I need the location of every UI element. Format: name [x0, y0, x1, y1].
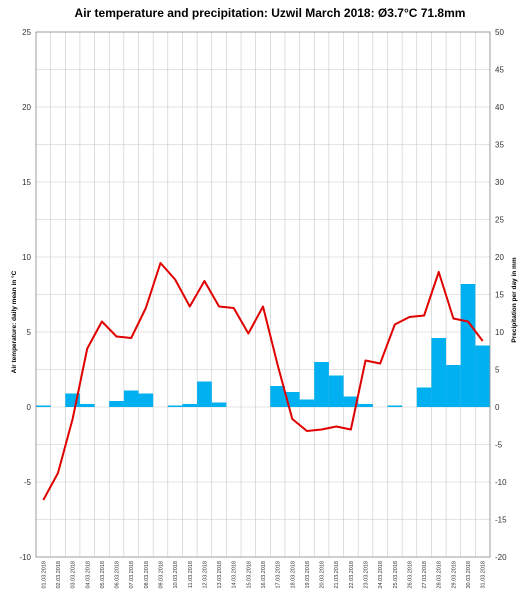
x-tick-label: 12.03.2018 — [202, 561, 208, 589]
left-tick-label: 15 — [22, 178, 31, 187]
x-tick-label: 25.03.2018 — [393, 561, 399, 589]
precipitation-bar — [182, 404, 198, 407]
x-tick-label: 14.03.2018 — [232, 561, 238, 589]
right-axis-label: Precipitation per day in mm — [511, 257, 518, 342]
right-tick-label: 40 — [495, 103, 504, 112]
left-tick-label: 0 — [27, 403, 32, 412]
right-tick-label: 30 — [495, 178, 504, 187]
right-tick-label: -10 — [495, 478, 507, 487]
precipitation-bar — [475, 345, 490, 407]
precipitation-bar — [79, 404, 95, 407]
precipitation-bar — [358, 404, 373, 407]
right-axis-ticks: -20 -15 -10 -5 0 5 10 15 20 25 30 35 40 45 50 — [495, 28, 507, 562]
x-tick-label: 15.03.2018 — [246, 561, 252, 589]
x-tick-label: 22.03.2018 — [349, 561, 355, 589]
right-tick-label: 15 — [495, 291, 504, 300]
precipitation-bar — [387, 405, 403, 407]
x-tick-label: 20.03.2018 — [320, 561, 326, 589]
left-tick-label: 25 — [22, 28, 31, 37]
x-tick-label: 29.03.2018 — [451, 561, 457, 589]
x-tick-label: 08.03.2018 — [144, 561, 150, 589]
x-tick-label: 06.03.2018 — [115, 561, 121, 589]
x-tick-label: 21.03.2018 — [334, 561, 340, 589]
x-tick-label: 30.03.2018 — [466, 561, 472, 589]
right-tick-label: -20 — [495, 553, 507, 562]
precipitation-bar — [167, 405, 183, 407]
x-tick-label: 19.03.2018 — [305, 561, 311, 589]
precipitation-bar — [197, 381, 212, 407]
x-tick-label: 09.03.2018 — [158, 561, 164, 589]
plot-border — [35, 31, 491, 558]
right-tick-label: 50 — [495, 28, 504, 37]
temperature-line — [42, 262, 484, 501]
gridlines — [35, 31, 491, 558]
x-tick-label: 13.03.2018 — [217, 561, 223, 589]
precipitation-bar — [270, 386, 285, 407]
precipitation-bar — [109, 401, 124, 407]
precipitation-bar — [211, 402, 227, 407]
x-tick-label: 04.03.2018 — [85, 561, 91, 589]
left-tick-label: 10 — [22, 253, 31, 262]
x-tick-label: 10.03.2018 — [173, 561, 179, 589]
precipitation-bar — [123, 390, 139, 407]
x-axis-ticks: 01.03.2018 02.03.2018 03.03.2018 04.03.2018… — [41, 561, 486, 589]
chart-title: Air temperature and precipitation: Uzwil… — [75, 6, 466, 20]
left-tick-label: -5 — [24, 478, 32, 487]
precipitation-bar — [328, 375, 344, 407]
left-axis-label: Air temperature: daily mean in °C — [10, 270, 18, 373]
right-tick-label: 35 — [495, 141, 504, 150]
right-tick-label: 5 — [495, 366, 500, 375]
x-tick-label: 27.03.2018 — [422, 561, 428, 589]
precipitation-bar — [36, 405, 51, 407]
precipitation-bar — [416, 387, 432, 407]
right-tick-label: 45 — [495, 66, 504, 75]
right-tick-label: 25 — [495, 216, 504, 225]
x-tick-label: 24.03.2018 — [378, 561, 384, 589]
plot-frame — [35, 31, 491, 558]
precipitation-bar — [460, 284, 476, 407]
x-tick-label: 02.03.2018 — [56, 561, 62, 589]
x-tick-label: 23.03.2018 — [364, 561, 370, 589]
x-tick-label: 16.03.2018 — [261, 561, 267, 589]
precipitation-bars — [36, 284, 490, 407]
precipitation-bar — [446, 365, 461, 407]
left-tick-label: 5 — [27, 328, 32, 337]
x-tick-label: 17.03.2018 — [276, 561, 282, 589]
x-tick-label: 28.03.2018 — [437, 561, 443, 589]
precipitation-bar — [343, 396, 359, 407]
precipitation-bar — [314, 362, 329, 407]
x-tick-label: 11.03.2018 — [188, 561, 194, 588]
x-tick-label: 07.03.2018 — [129, 561, 135, 589]
temperature-line-group — [42, 262, 484, 501]
left-tick-label: -10 — [19, 553, 31, 562]
right-tick-label: 20 — [495, 253, 504, 262]
precipitation-bar — [138, 393, 154, 407]
right-tick-label: 10 — [495, 328, 504, 337]
x-tick-label: 03.03.2018 — [71, 561, 77, 589]
x-tick-label: 18.03.2018 — [290, 561, 296, 589]
right-tick-label: -15 — [495, 516, 507, 525]
precipitation-bar — [431, 338, 447, 407]
left-tick-label: 20 — [22, 103, 31, 112]
x-tick-label: 31.03.2018 — [481, 561, 487, 589]
x-tick-label: 05.03.2018 — [100, 561, 106, 589]
x-tick-label: 01.03.2018 — [41, 561, 47, 589]
right-tick-label: 0 — [495, 403, 500, 412]
precipitation-bar — [299, 399, 315, 407]
left-axis-ticks: -10 -5 0 5 10 15 20 25 — [19, 28, 31, 562]
x-tick-label: 26.03.2018 — [407, 561, 413, 589]
right-tick-label: -5 — [495, 441, 503, 450]
